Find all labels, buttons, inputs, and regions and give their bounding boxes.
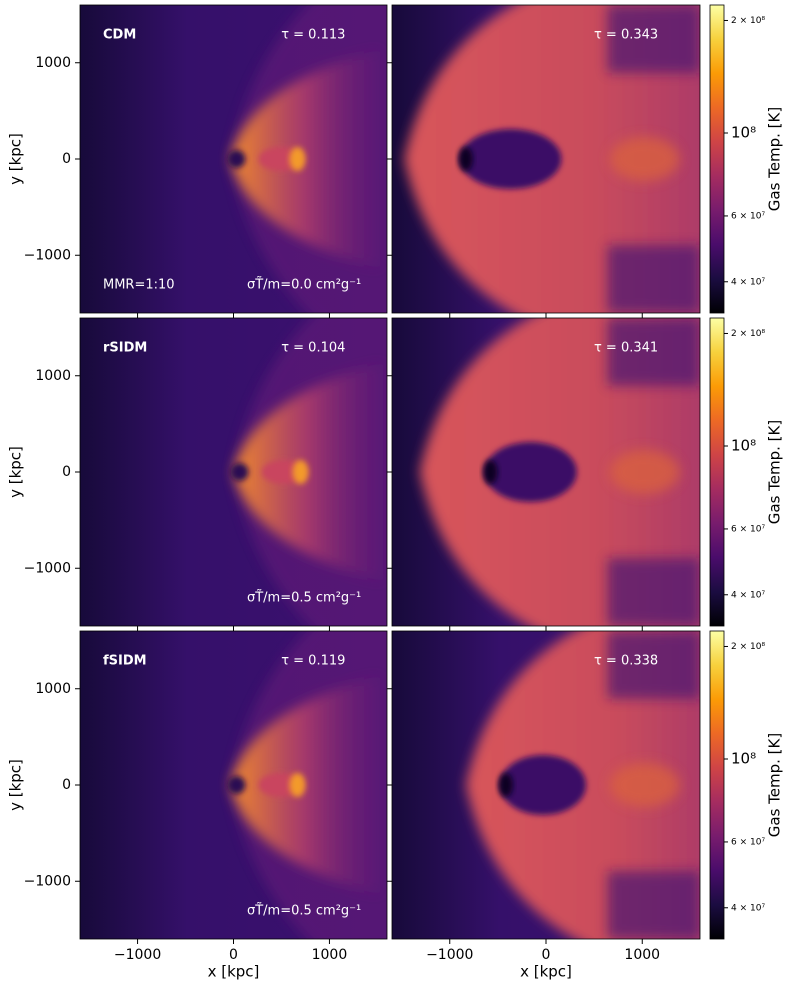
core [227,150,246,168]
core [230,463,249,481]
x-tick-label: 0 [542,947,551,963]
colorbar-tick-label: 6 × 10⁷ [731,211,765,221]
colorbar-tick-label: 2 × 10⁸ [731,16,765,26]
colorbar-tick-label: 10⁸ [731,437,756,455]
y-tick-label: −1000 [24,873,71,889]
panel-frame [391,630,701,940]
x-tick-label: 1000 [624,947,660,963]
colorbar-tick-label: 10⁸ [731,124,756,142]
cross-section: σT̃/m=0.5 cm²g⁻¹ [247,590,361,605]
time-label: τ = 0.104 [281,341,345,356]
colorbar [709,4,725,314]
colorbar-tick-label: 10⁸ [731,750,756,768]
y-axis-label: y [kpc] [7,759,25,811]
x-tick-label: 0 [229,947,238,963]
colorbar-tick-label: 6 × 10⁷ [731,524,765,534]
x-tick-label: −1000 [426,947,473,963]
y-axis-label: y [kpc] [7,133,25,185]
field-image [80,631,387,939]
outer-gas [607,558,700,626]
cross-section: σT̃/m=0.5 cm²g⁻¹ [247,903,361,918]
colorbar-label: Gas Temp. [K] [766,733,784,837]
colorbar-tick-label: 6 × 10⁷ [731,837,765,847]
colorbar-label: Gas Temp. [K] [766,420,784,524]
tail-knot [289,773,306,797]
colorbar-tick-label: 4 × 10⁷ [731,277,765,287]
y-tick-label: 0 [62,151,71,167]
x-axis-label: x [kpc] [520,963,572,981]
y-tick-label: 1000 [35,681,71,697]
cavity [499,755,587,815]
outer-gas [607,631,700,699]
field-image [392,5,700,313]
colorbar-tick-label: 4 × 10⁷ [731,903,765,913]
outer-gas [607,5,700,73]
cavity [484,442,577,502]
x-axis-label: x [kpc] [208,963,260,981]
cross-section: σT̃/m=0.0 cm²g⁻¹ [247,277,361,292]
colorbar [709,317,725,627]
core [227,776,246,794]
core [483,460,498,484]
y-tick-label: 1000 [35,368,71,384]
panel-label: rSIDM [103,341,147,356]
outer-gas [607,871,700,939]
tail-knot [289,147,306,171]
y-tick-label: 1000 [35,55,71,71]
time-label: τ = 0.338 [594,654,658,669]
colorbar-tick-label: 4 × 10⁷ [731,590,765,600]
x-tick-label: 1000 [312,947,348,963]
y-tick-label: 0 [62,777,71,793]
time-label: τ = 0.113 [281,28,345,43]
field-image [80,318,387,626]
cavity [459,129,562,189]
time-label: τ = 0.119 [281,654,345,669]
y-axis-label: y [kpc] [7,446,25,498]
panel-label: fSIDM [103,654,147,669]
core [498,773,513,797]
time-label: τ = 0.343 [594,28,658,43]
y-tick-label: −1000 [24,247,71,263]
mass-ratio: MMR=1:10 [103,278,175,293]
outer-gas [607,318,700,386]
colorbar [709,630,725,940]
core [458,147,473,171]
tail [609,137,680,181]
panel-frame [391,317,701,627]
outer-gas [607,245,700,313]
field-image [392,318,700,626]
colorbar-tick-label: 2 × 10⁸ [731,642,765,652]
field-image [392,631,700,939]
x-tick-label: −1000 [114,947,161,963]
field-image [80,5,387,313]
tail [609,763,680,807]
tail-knot [292,460,309,484]
panel-label: CDM [103,28,136,43]
tail [609,450,680,494]
y-tick-label: −1000 [24,560,71,576]
colorbar-tick-label: 2 × 10⁸ [731,329,765,339]
y-tick-label: 0 [62,464,71,480]
time-label: τ = 0.341 [594,341,658,356]
colorbar-label: Gas Temp. [K] [766,107,784,211]
panel-frame [391,4,701,314]
